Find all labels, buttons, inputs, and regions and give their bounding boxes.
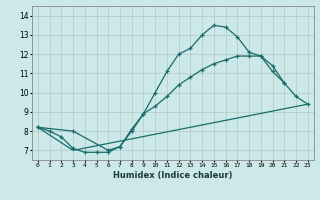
X-axis label: Humidex (Indice chaleur): Humidex (Indice chaleur) [113,171,233,180]
